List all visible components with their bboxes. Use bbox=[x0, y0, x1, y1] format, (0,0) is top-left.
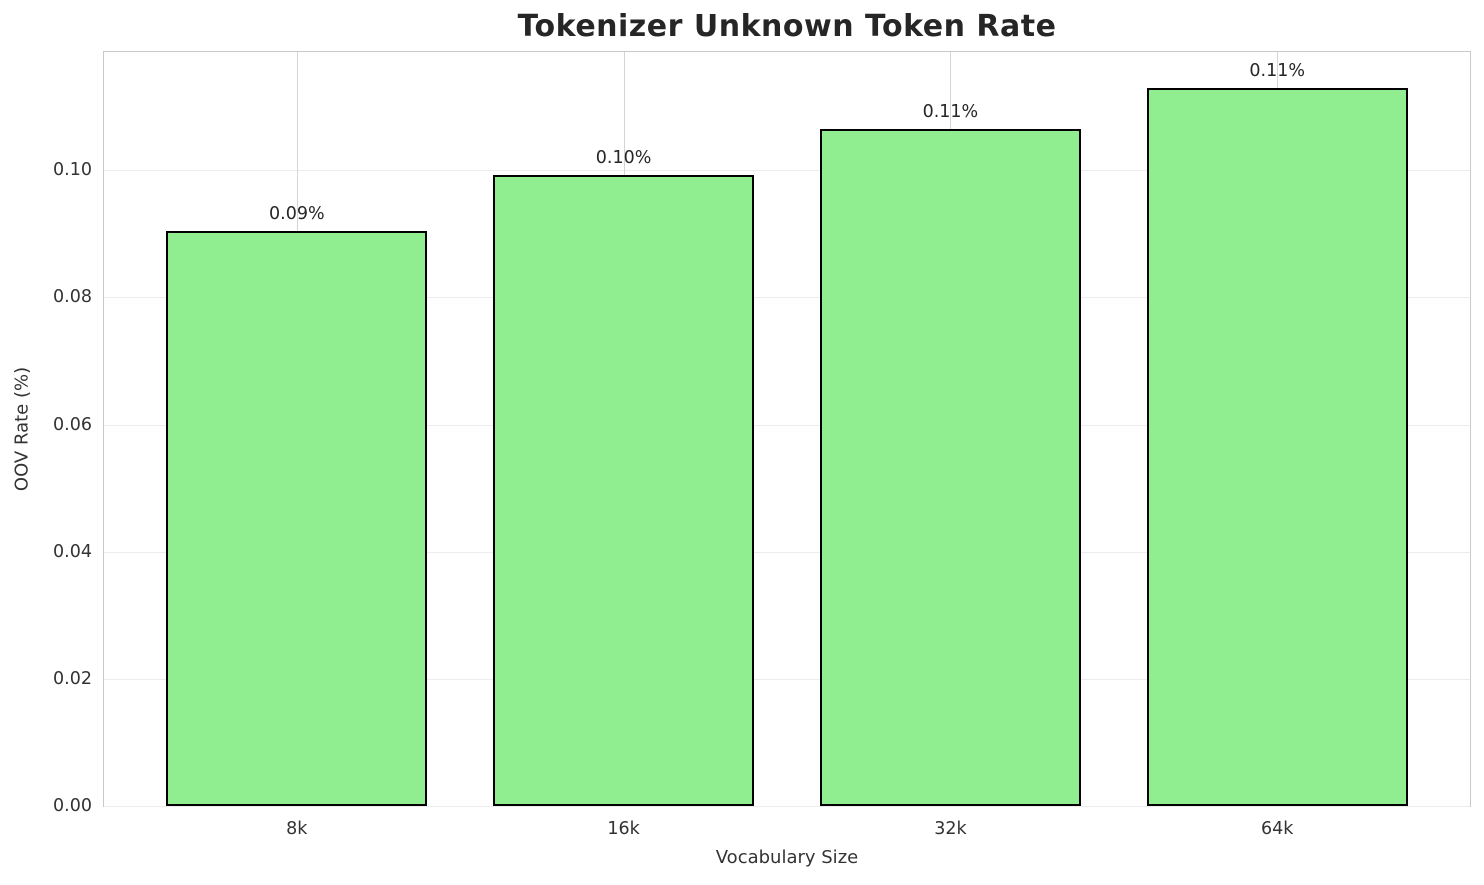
bar-32k bbox=[819, 128, 1082, 806]
plot-area: 0.09% 0.10% 0.11% 0.11% bbox=[103, 51, 1471, 807]
chart-title: Tokenizer Unknown Token Rate bbox=[517, 9, 1057, 44]
x-tick-label: 16k bbox=[607, 819, 640, 839]
y-tick-label: 0.02 bbox=[53, 668, 92, 689]
bar-16k bbox=[492, 175, 755, 806]
x-axis-label: Vocabulary Size bbox=[715, 847, 859, 868]
bar-8k bbox=[166, 230, 428, 806]
x-tick-label: 64k bbox=[1260, 819, 1294, 839]
y-gridline bbox=[104, 297, 1470, 299]
y-tick-label: 0.00 bbox=[53, 796, 92, 816]
y-tick-label: 0.10 bbox=[53, 160, 92, 181]
y-gridline bbox=[104, 170, 1470, 172]
y-gridline bbox=[104, 551, 1470, 553]
x-tick-label: 32k bbox=[934, 819, 967, 839]
bar-value-label: 0.11% bbox=[1249, 61, 1305, 82]
bar-64k bbox=[1146, 88, 1408, 806]
y-gridline bbox=[104, 806, 1470, 807]
y-tick-label: 0.04 bbox=[53, 541, 92, 562]
bar-value-label: 0.11% bbox=[922, 101, 979, 122]
x-tick-label: 8k bbox=[286, 819, 308, 839]
bar-value-label: 0.09% bbox=[269, 203, 325, 224]
y-gridline bbox=[104, 424, 1470, 426]
y-tick-label: 0.08 bbox=[53, 287, 92, 308]
bar-value-label: 0.10% bbox=[595, 148, 652, 169]
y-tick-label: 0.06 bbox=[53, 414, 92, 435]
y-gridline bbox=[104, 678, 1470, 680]
